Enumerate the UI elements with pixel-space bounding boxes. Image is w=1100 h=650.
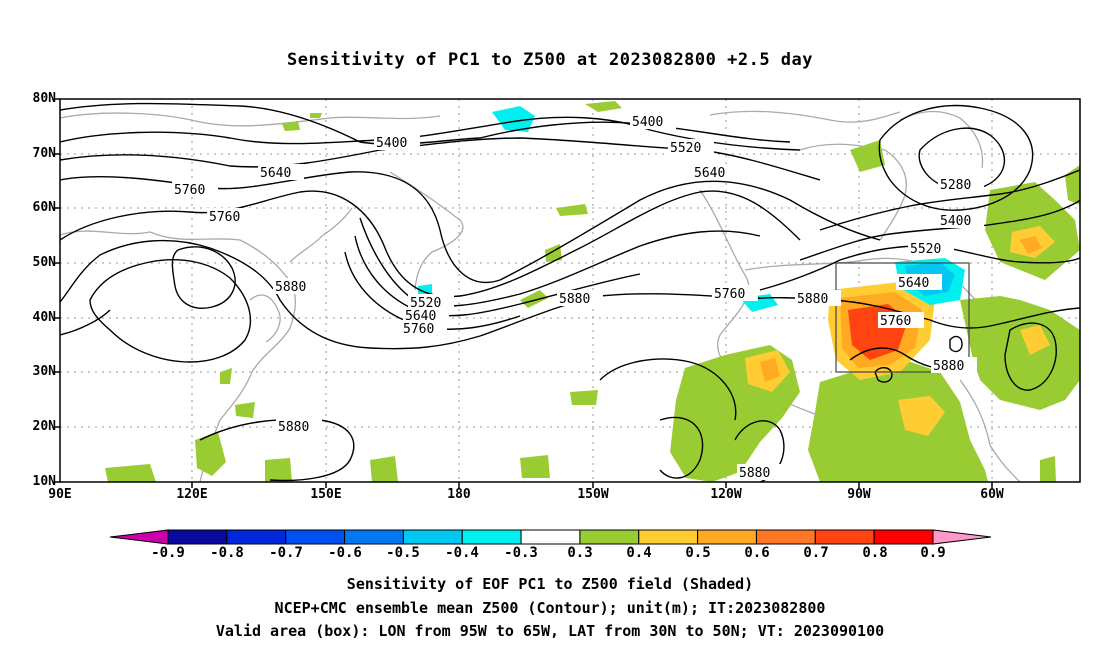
colorbar-label: 0.4 (626, 545, 652, 561)
lon-label: 60W (980, 487, 1004, 502)
contour-label: 5640 (898, 276, 929, 291)
colorbar-swatch (344, 529, 404, 545)
colorbar-label: 0.9 (920, 545, 946, 561)
contour-label: 5400 (940, 214, 971, 229)
colorbar-label: -0.9 (151, 545, 185, 561)
lon-label: 150W (577, 487, 609, 502)
map-title: Sensitivity of PC1 to Z500 at 2023082800… (286, 50, 813, 70)
lat-label: 20N (32, 419, 56, 434)
caption-line: Sensitivity of EOF PC1 to Z500 field (Sh… (346, 575, 754, 593)
colorbar-label: 0.7 (803, 545, 829, 561)
shading-green (105, 101, 1080, 482)
colorbar-swatch (167, 529, 228, 545)
contour-label: 5760 (880, 314, 911, 329)
contour-label: 5280 (940, 178, 971, 193)
colorbar-swatch (579, 529, 640, 545)
colorbar (109, 529, 992, 545)
colorbar-swatch (873, 529, 934, 545)
colorbar-swatch (755, 529, 816, 545)
colorbar-label: 0.8 (862, 545, 888, 561)
colorbar-swatch (814, 529, 875, 545)
lon-label: 120W (710, 487, 742, 502)
lat-label: 60N (32, 200, 56, 215)
map-frame (59, 98, 1081, 483)
colorbar-label: 0.6 (744, 545, 770, 561)
contour-label: 5880 (797, 292, 828, 307)
contour-label: 5640 (694, 166, 725, 181)
lat-label: 40N (32, 310, 56, 325)
contour-label: 5880 (933, 359, 964, 374)
contour-label: 5400 (376, 136, 407, 151)
lon-label: 120E (176, 487, 208, 502)
colorbar-label: 0.3 (567, 545, 593, 561)
lat-label: 30N (32, 364, 56, 379)
contour-label: 5640 (260, 166, 291, 181)
contour-label: 5760 (714, 287, 745, 302)
contour-label: 5880 (278, 420, 309, 435)
contour-label: 5880 (739, 466, 770, 481)
axis-ticks (54, 98, 993, 488)
contour-label: 5520 (910, 242, 941, 257)
contour-label: 5760 (403, 322, 434, 337)
colorbar-swatch (520, 529, 581, 545)
colorbar-label: -0.8 (210, 545, 244, 561)
contour-label: 5520 (670, 141, 701, 156)
colorbar-swatch (285, 529, 346, 545)
colorbar-label: -0.5 (386, 545, 420, 561)
colorbar-swatch (226, 529, 287, 545)
colorbar-label: -0.4 (445, 545, 479, 561)
lat-label: 10N (32, 474, 56, 489)
lon-label: 90E (48, 487, 72, 502)
colorbar-arrow-left (109, 529, 169, 545)
colorbar-arrow-right (932, 529, 992, 545)
lon-label: 90W (847, 487, 871, 502)
colorbar-swatch (638, 529, 699, 545)
lat-label: 50N (32, 255, 56, 270)
contour-label: 5760 (174, 183, 205, 198)
lat-label: 80N (32, 91, 56, 106)
lat-label: 70N (32, 146, 56, 161)
contour-label: 5760 (209, 210, 240, 225)
colorbar-label: -0.7 (269, 545, 303, 561)
caption-line: Valid area (box): LON from 95W to 65W, L… (215, 622, 885, 640)
contour-label: 5400 (632, 115, 663, 130)
caption-line: NCEP+CMC ensemble mean Z500 (Contour); u… (274, 599, 826, 617)
colorbar-swatch (402, 529, 463, 545)
colorbar-swatch (461, 529, 522, 545)
colorbar-label: 0.5 (685, 545, 711, 561)
contour-label: 5880 (559, 292, 590, 307)
colorbar-label: -0.3 (504, 545, 538, 561)
contour-label: 5880 (275, 280, 306, 295)
valid-area-box (835, 262, 970, 373)
colorbar-swatch (697, 529, 757, 545)
contour-labels: 5400 5400 5520 5640 5640 5760 5760 5880 … (172, 113, 984, 481)
lon-label: 180 (447, 487, 471, 502)
colorbar-label: -0.6 (328, 545, 362, 561)
lon-label: 150E (310, 487, 342, 502)
